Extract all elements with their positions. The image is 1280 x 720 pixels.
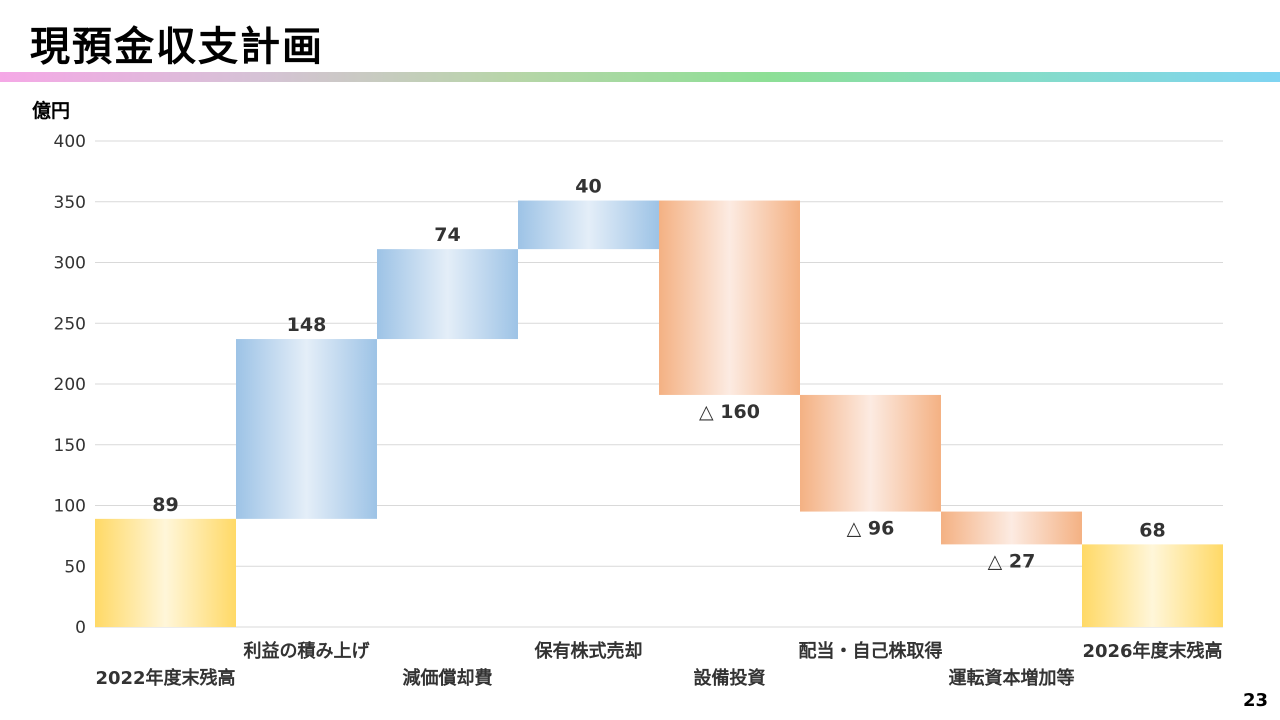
x-tick-label: 配当・自己株取得	[799, 640, 943, 662]
data-label: 148	[287, 314, 327, 336]
bar-increase	[377, 249, 518, 340]
bar-increase	[518, 200, 659, 250]
x-tick-label: 運転資本増加等	[949, 667, 1075, 689]
bars	[95, 200, 1223, 627]
y-tick-label: 50	[64, 557, 86, 577]
x-tick-label: 減価償却費	[403, 667, 493, 689]
bar-total	[95, 518, 236, 627]
y-tick-label: 400	[54, 132, 86, 152]
bar-increase	[236, 339, 377, 519]
y-tick-label: 350	[54, 193, 86, 213]
bar-decrease	[941, 511, 1082, 545]
y-tick-label: 300	[54, 254, 86, 274]
x-tick-label: 利益の積み上げ	[244, 640, 371, 662]
bar-total	[1082, 544, 1223, 627]
title-divider	[0, 72, 1280, 82]
x-tick-label: 保有株式売却	[534, 640, 643, 662]
data-label: △ 27	[988, 550, 1036, 572]
data-label: △ 160	[699, 401, 760, 423]
x-tick-label: 2026年度末残高	[1082, 640, 1222, 662]
data-label: 40	[575, 176, 601, 198]
data-label: 68	[1139, 519, 1165, 541]
data-label: 74	[434, 224, 460, 246]
bar-decrease	[800, 394, 941, 512]
y-axis-unit-label: 億円	[32, 100, 71, 122]
y-axis: 0 50 100 150 200 250 300 350 400	[54, 132, 86, 638]
y-tick-label: 200	[54, 375, 86, 395]
y-tick-label: 250	[54, 314, 86, 334]
y-tick-label: 150	[54, 436, 86, 456]
data-labels: 89 148 74 40 △ 160 △ 96 △ 27 68	[152, 176, 1165, 573]
x-tick-label: 2022年度末残高	[95, 667, 235, 689]
y-tick-label: 100	[54, 497, 86, 517]
data-label: 89	[152, 494, 178, 516]
x-tick-label: 設備投資	[694, 667, 766, 689]
page-number: 23	[1242, 690, 1268, 711]
page-title: 現預金収支計画	[30, 24, 324, 70]
bar-decrease	[659, 200, 800, 395]
y-tick-label: 0	[75, 618, 86, 638]
data-label: △ 96	[847, 518, 895, 540]
